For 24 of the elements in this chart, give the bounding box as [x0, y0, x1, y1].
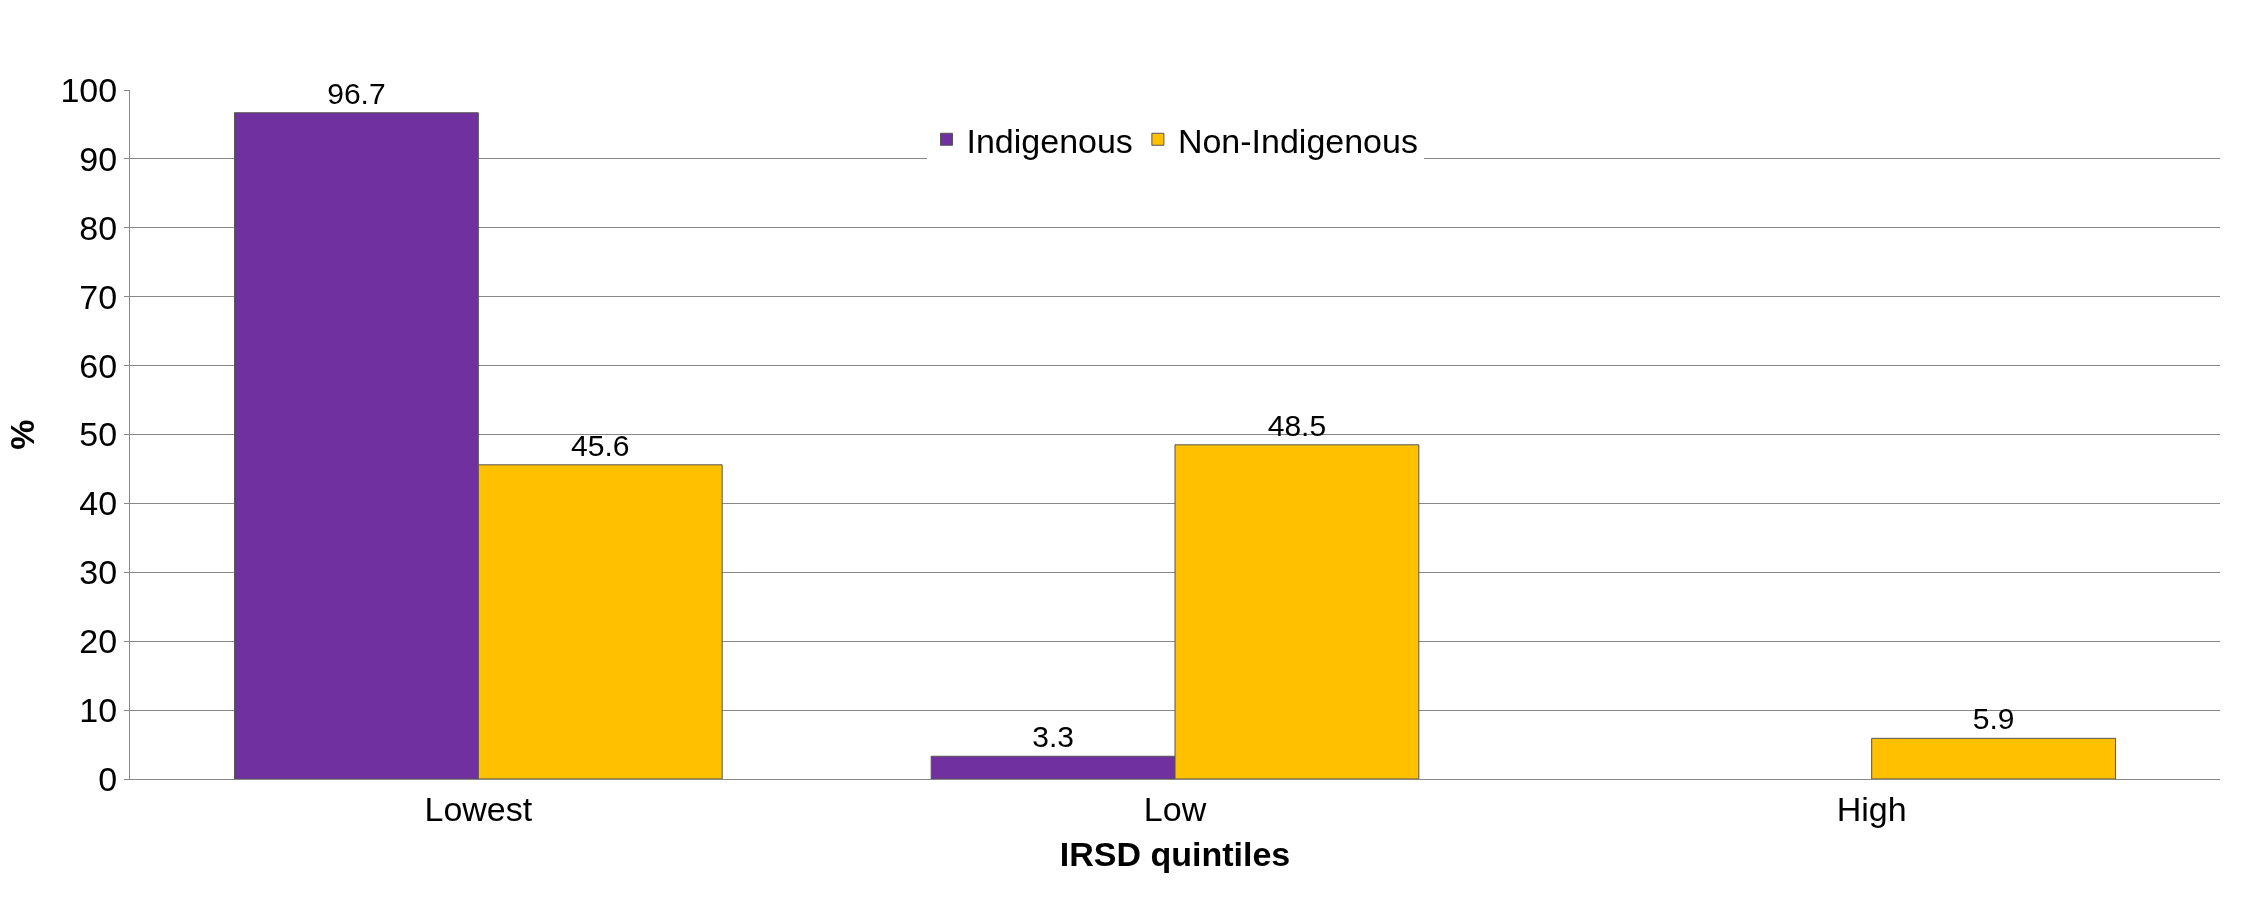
data-label: 3.3	[1032, 720, 1074, 754]
y-tick-label: 60	[79, 346, 118, 385]
y-tick-label: 80	[79, 208, 118, 247]
legend-label: Non-Indigenous	[1177, 121, 1418, 160]
bar	[1871, 737, 2116, 779]
y-tick-label: 90	[79, 139, 118, 178]
y-tick-label: 40	[79, 484, 118, 523]
y-tick-label: 70	[79, 277, 118, 316]
data-label: 5.9	[1972, 702, 2015, 736]
y-tick-label: 30	[79, 553, 118, 592]
y-tick-label: 20	[79, 622, 118, 661]
y-tick-label: 50	[79, 415, 118, 454]
y-tick-label: 10	[79, 691, 118, 729]
x-tick-label: Low	[1143, 789, 1207, 828]
legend-label: Indigenous	[966, 121, 1133, 160]
x-tick-label: High	[1836, 789, 1907, 828]
x-tick-label: Lowest	[424, 789, 533, 828]
y-tick-label: 100	[60, 70, 118, 109]
data-label: 96.7	[327, 76, 386, 110]
y-axis-title: %	[3, 419, 42, 450]
data-label: 45.6	[571, 428, 630, 462]
data-label: 48.5	[1267, 408, 1327, 442]
y-tick-label: 0	[98, 759, 118, 798]
x-axis-title: IRSD quintiles	[1059, 835, 1291, 874]
